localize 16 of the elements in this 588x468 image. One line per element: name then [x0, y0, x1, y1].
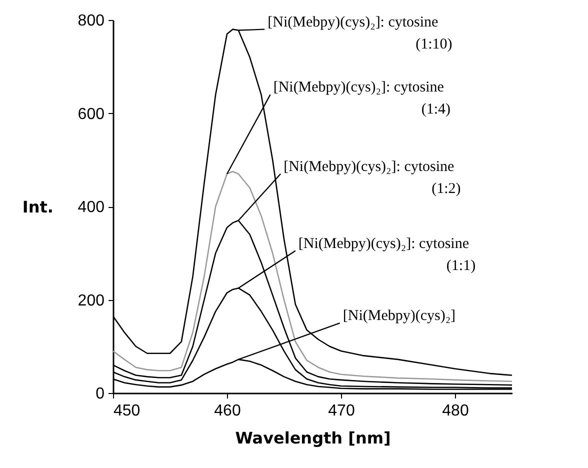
y-tick-label: 200	[78, 292, 105, 310]
x-tick-label: 470	[328, 402, 355, 420]
text: [Ni(Mebpy)(cys)₂]: cytosine (1:4)	[273, 80, 450, 118]
x-axis-title: Wavelength [nm]	[235, 428, 391, 448]
y-tick-label: 600	[78, 106, 105, 123]
y-tick-label: 400	[78, 199, 105, 216]
x-tick-label: 460	[214, 402, 241, 420]
y-tick-label: 800	[78, 12, 105, 30]
y-axis-title: Int.	[22, 198, 54, 216]
text: [Ni(Mebpy)(cys)₂]: cytosine (1:2)	[284, 158, 461, 197]
text: [Ni(Mebpy)(cys)₂]	[342, 308, 456, 324]
x-tick-label: 480	[442, 402, 469, 420]
text: [Ni(Mebpy)(cys)₂]: cytosine (1:10)	[268, 14, 452, 52]
y-tick-label: 0	[96, 386, 105, 402]
x-tick-label: 450	[114, 402, 140, 420]
text: [Ni(Mebpy)(cys)₂]: cytosine (1:1)	[298, 236, 476, 274]
